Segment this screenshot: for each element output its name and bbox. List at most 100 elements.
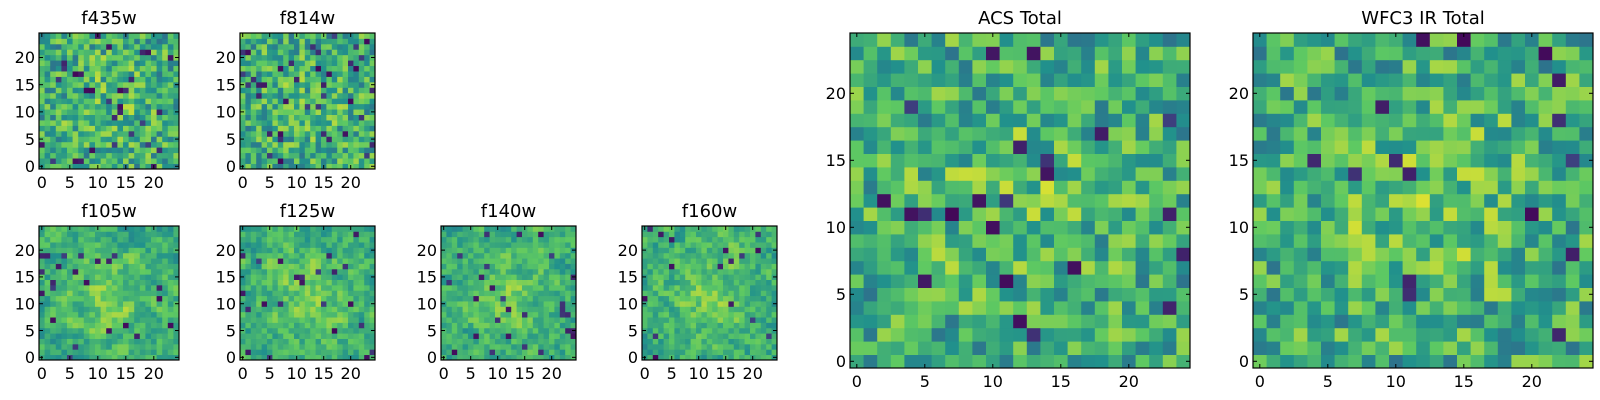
heatmap-cell xyxy=(744,268,751,275)
heatmap-cell xyxy=(1135,59,1150,74)
heatmap-cell xyxy=(457,343,463,350)
heatmap-cell xyxy=(100,354,107,361)
heatmap-cell xyxy=(151,295,157,302)
heatmap-cell xyxy=(999,113,1014,128)
heatmap-cell xyxy=(272,92,279,99)
heatmap-cell xyxy=(250,87,257,94)
heatmap-cell xyxy=(162,38,169,45)
heatmap-cell xyxy=(134,317,141,323)
heatmap-cell xyxy=(647,263,654,270)
heatmap-cell xyxy=(294,284,300,291)
heatmap-cell xyxy=(326,65,333,72)
heatmap-cell xyxy=(342,263,349,270)
heatmap-cell xyxy=(1081,140,1096,154)
heatmap-cell xyxy=(321,125,327,132)
heatmap-cell xyxy=(652,322,659,329)
heatmap-cell xyxy=(117,109,124,115)
heatmap-cell xyxy=(67,103,73,110)
heatmap-cell xyxy=(245,349,252,356)
heatmap-cell xyxy=(123,49,129,56)
heatmap-cell xyxy=(310,247,316,254)
heatmap-cell xyxy=(1040,167,1055,181)
heatmap-cell xyxy=(1094,274,1109,288)
heatmap-cell xyxy=(1040,327,1055,342)
heatmap-cell xyxy=(1307,327,1322,342)
heatmap-cell xyxy=(945,207,960,221)
heatmap-cell xyxy=(61,317,68,323)
heatmap-cell xyxy=(44,349,51,356)
heatmap-cell xyxy=(61,295,68,302)
heatmap-cell xyxy=(554,268,561,275)
heatmap-cell xyxy=(67,71,73,77)
heatmap-cell xyxy=(669,306,675,313)
heatmap-cell xyxy=(760,295,767,302)
heatmap-cell xyxy=(100,284,107,291)
heatmap-cell xyxy=(145,284,152,291)
y-tick-label: 10 xyxy=(15,294,35,313)
heatmap-cell xyxy=(986,153,1000,168)
heatmap-cell xyxy=(288,226,295,232)
heatmap-cell xyxy=(1321,193,1335,208)
heatmap-cell xyxy=(958,260,973,275)
heatmap-cell xyxy=(272,236,279,243)
heatmap-cell xyxy=(315,322,322,329)
heatmap-cell xyxy=(1416,341,1431,355)
heatmap-cell xyxy=(647,295,654,302)
heatmap-cell xyxy=(331,268,338,275)
heatmap-cell xyxy=(288,338,295,345)
heatmap-cell xyxy=(167,54,174,61)
heatmap-cell xyxy=(337,92,343,99)
heatmap-cell xyxy=(321,306,327,313)
heatmap-cell xyxy=(50,349,57,356)
heatmap-cell xyxy=(267,152,273,159)
heatmap-cell xyxy=(462,247,469,254)
heatmap-cell xyxy=(304,141,311,148)
heatmap-cell xyxy=(369,268,376,275)
heatmap-cell xyxy=(369,343,376,350)
heatmap-cell xyxy=(294,130,300,137)
heatmap-cell xyxy=(250,236,257,243)
heatmap-cell xyxy=(83,263,90,270)
heatmap-cell xyxy=(522,263,528,270)
heatmap-cell xyxy=(1135,153,1150,168)
heatmap-cell xyxy=(522,301,528,307)
heatmap-cell xyxy=(706,306,713,313)
heatmap-cell xyxy=(1321,180,1335,195)
heatmap-cell xyxy=(696,317,702,323)
heatmap-cell xyxy=(240,268,246,275)
heatmap-cell xyxy=(863,234,878,248)
heatmap-cell xyxy=(850,301,864,315)
heatmap-cell xyxy=(78,327,85,334)
heatmap-cell xyxy=(538,343,544,350)
heatmap-cell xyxy=(744,343,751,350)
heatmap-cell xyxy=(457,333,463,339)
heatmap-cell xyxy=(315,125,322,132)
heatmap-cell xyxy=(1122,140,1136,154)
heatmap-cell xyxy=(240,87,246,94)
heatmap-cell xyxy=(348,284,354,291)
heatmap-cell xyxy=(679,327,686,334)
heatmap-cell xyxy=(642,231,648,238)
heatmap-cell xyxy=(61,327,68,334)
heatmap-cell xyxy=(850,341,864,355)
heatmap-cell xyxy=(986,287,1000,302)
heatmap-cell xyxy=(145,343,152,350)
heatmap-cell xyxy=(267,43,273,50)
heatmap-cell xyxy=(315,98,322,105)
heatmap-cell xyxy=(1253,327,1267,342)
heatmap-cell xyxy=(712,322,718,329)
heatmap-cell xyxy=(139,338,146,345)
heatmap-cell xyxy=(44,311,51,318)
heatmap-cell xyxy=(701,354,708,361)
heatmap-cell xyxy=(1122,234,1136,248)
heatmap-cell xyxy=(511,242,517,248)
heatmap-cell xyxy=(441,258,447,264)
heatmap-cell xyxy=(511,317,517,323)
heatmap-cell xyxy=(1307,287,1322,302)
heatmap-cell xyxy=(554,354,561,361)
heatmap-cell xyxy=(931,113,946,128)
heatmap-cell xyxy=(83,301,90,307)
heatmap-cell xyxy=(304,263,311,270)
heatmap-cell xyxy=(348,76,354,83)
heatmap-cell xyxy=(288,279,295,286)
